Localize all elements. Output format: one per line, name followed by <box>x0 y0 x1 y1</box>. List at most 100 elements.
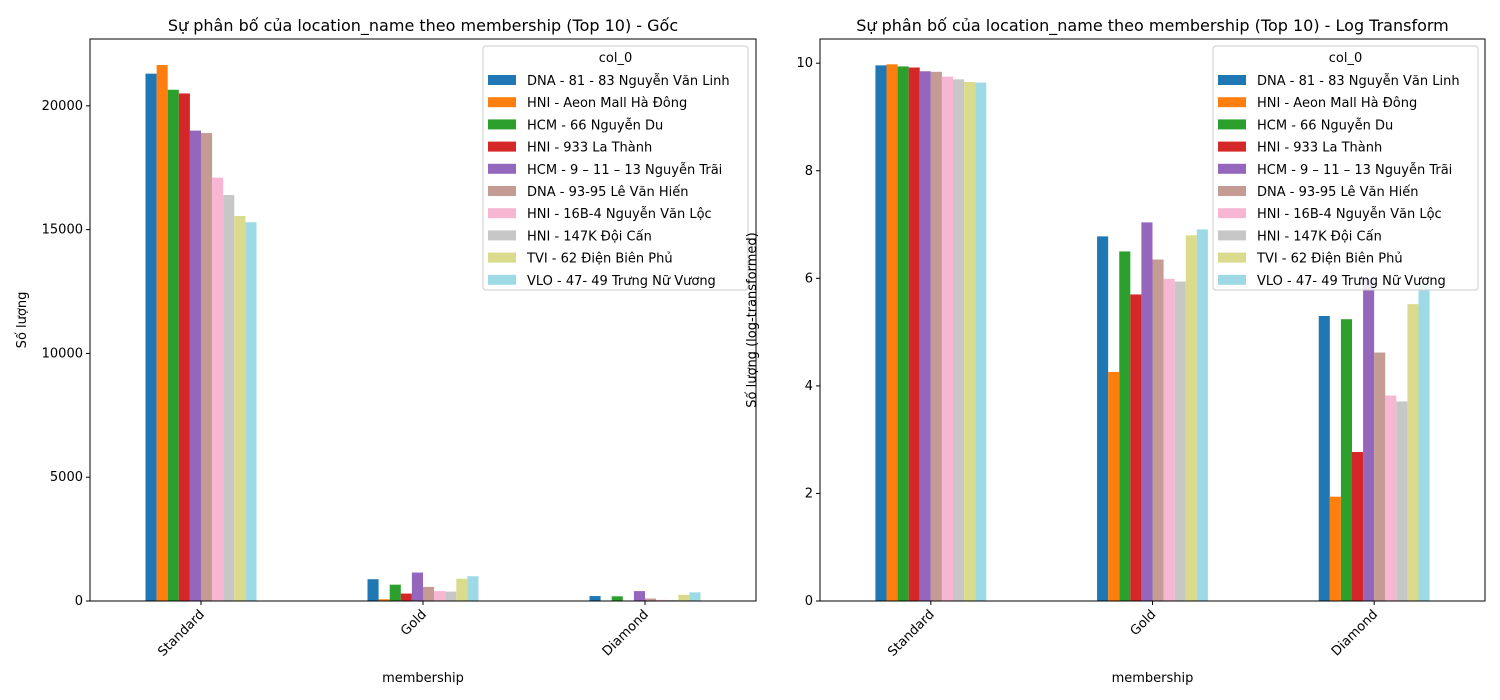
bars <box>145 65 701 601</box>
legend-swatch <box>488 274 516 285</box>
bar <box>378 599 390 601</box>
bar <box>611 596 623 601</box>
legend-entry: HNI - Aeon Mall Hà Đông <box>527 96 687 111</box>
bar <box>1196 229 1208 601</box>
bar <box>1374 352 1386 601</box>
bar <box>1130 294 1142 601</box>
bar <box>897 66 909 602</box>
x-tick-label: Standard <box>155 607 207 659</box>
legend-entry: HCM - 66 Nguyễn Du <box>1257 118 1393 133</box>
bar <box>656 599 668 601</box>
legend-entry: DNA - 93-95 Lê Văn Hiến <box>527 185 689 200</box>
bar <box>1185 235 1197 602</box>
legend-entry: HNI - 147K Đội Cấn <box>527 229 652 244</box>
legend-swatch <box>488 97 516 108</box>
x-axis-label: membership <box>1112 671 1194 686</box>
bar <box>589 596 601 601</box>
y-tick-label: 15000 <box>42 223 83 238</box>
bar <box>1318 315 1330 601</box>
bar <box>1152 259 1164 601</box>
bar <box>445 591 457 601</box>
legend-entry: HNI - Aeon Mall Hà Đông <box>1257 96 1417 111</box>
legend-entry: DNA - 93-95 Lê Văn Hiến <box>1257 185 1419 200</box>
legend-swatch <box>1218 75 1246 85</box>
bar <box>886 64 898 601</box>
legend-entry: HNI - 933 La Thành <box>1257 141 1382 156</box>
legend-swatch <box>488 119 516 130</box>
bar <box>434 591 446 601</box>
bar <box>1418 285 1430 601</box>
y-tick-label: 20000 <box>42 99 83 114</box>
bar <box>1352 452 1364 601</box>
bar <box>1340 319 1352 601</box>
legend-entry: HNI - 933 La Thành <box>527 141 652 156</box>
x-tick-label: Gold <box>1128 607 1160 639</box>
y-tick-label: 10000 <box>42 346 83 361</box>
legend-swatch <box>1218 97 1246 108</box>
bar <box>367 579 379 601</box>
bar <box>145 73 157 601</box>
x-tick-label: Gold <box>398 607 430 639</box>
legend-swatch <box>488 208 516 219</box>
bar <box>178 93 190 601</box>
bar <box>1174 281 1186 601</box>
y-axis-label: Số lượng (log-transformed) <box>745 232 760 407</box>
x-axis-label: membership <box>382 671 464 686</box>
bar <box>189 130 201 601</box>
bar <box>167 89 179 601</box>
legend-swatch <box>1218 141 1246 152</box>
legend-box <box>1212 45 1479 291</box>
bar <box>1097 236 1109 601</box>
legend-swatch <box>1218 230 1246 241</box>
bar <box>234 216 246 601</box>
bar <box>201 133 213 601</box>
chart-title: Sự phân bố của location_name theo member… <box>168 16 678 36</box>
bar <box>156 65 168 601</box>
bar <box>1119 251 1131 601</box>
bar <box>223 194 235 601</box>
bar <box>633 591 645 601</box>
legend-swatch <box>488 141 516 152</box>
bar <box>1141 222 1153 601</box>
y-tick-label: 0 <box>75 594 83 609</box>
legend-swatch <box>1218 163 1246 174</box>
legend-entry: TVI - 62 Điện Biên Phủ <box>1256 252 1403 267</box>
bar <box>1163 278 1175 601</box>
legend-swatch <box>488 163 516 174</box>
legend-entry: VLO - 47- 49 Trưng Nữ Vương <box>527 274 716 289</box>
legend-entry: HNI - 147K Đội Cấn <box>1257 229 1382 244</box>
legend-swatch <box>1218 208 1246 219</box>
legend-swatch <box>488 75 516 85</box>
legend-swatch <box>488 186 516 196</box>
y-tick-label: 5000 <box>50 470 83 485</box>
bar <box>467 576 479 601</box>
legend-entry: HNI - 16B-4 Nguyễn Văn Lộc <box>527 207 712 222</box>
legend-entry: HCM - 9 – 11 – 13 Nguyễn Trãi <box>527 163 722 178</box>
bar <box>1108 371 1120 601</box>
legend-entry: DNA - 81 - 83 Nguyễn Văn Linh <box>527 74 730 89</box>
x-tick-label: Diamond <box>600 607 652 659</box>
bar <box>423 586 435 601</box>
bar <box>1363 278 1375 601</box>
legend-swatch <box>488 252 516 263</box>
x-tick-label: Standard <box>885 607 937 659</box>
bar <box>411 572 423 601</box>
bar <box>941 76 953 601</box>
legend-swatch <box>1218 252 1246 263</box>
legend: col_0 DNA - 81 - 83 Nguyễn Văn Linh HNI - … <box>1212 45 1479 291</box>
bar <box>975 82 987 601</box>
chart-title: Sự phân bố của location_name theo member… <box>856 16 1449 36</box>
bar <box>875 65 887 602</box>
bar <box>456 578 468 601</box>
bar <box>930 71 942 601</box>
bar <box>908 67 920 601</box>
legend-entry: VLO - 47- 49 Trưng Nữ Vương <box>1257 274 1446 289</box>
legend-entry: TVI - 62 Điện Biên Phủ <box>526 252 673 267</box>
bar <box>1385 395 1397 601</box>
y-axis-label: Số lượng <box>15 292 30 349</box>
legend-entry: HCM - 66 Nguyễn Du <box>527 118 663 133</box>
bar <box>1407 304 1419 601</box>
legend-title: col_0 <box>1329 51 1362 66</box>
bars <box>875 64 1430 602</box>
